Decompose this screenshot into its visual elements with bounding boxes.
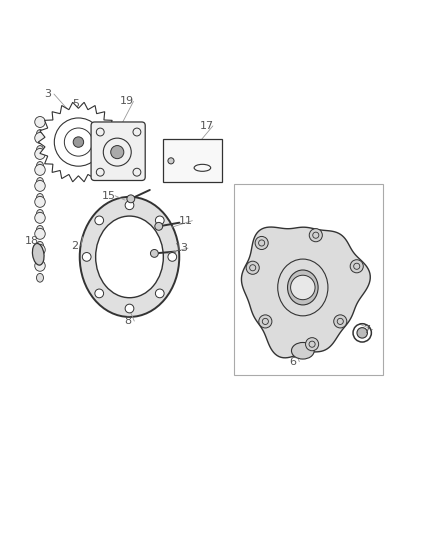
Text: 7: 7 [363, 325, 370, 335]
Ellipse shape [35, 181, 45, 191]
Ellipse shape [35, 165, 45, 175]
Ellipse shape [35, 260, 45, 271]
Text: 6: 6 [290, 357, 297, 367]
Circle shape [155, 222, 162, 230]
Text: 13: 13 [175, 243, 189, 253]
Circle shape [95, 216, 104, 225]
Text: 2: 2 [71, 240, 78, 251]
Circle shape [168, 253, 177, 261]
Text: 9: 9 [199, 153, 206, 163]
Ellipse shape [291, 343, 314, 359]
Circle shape [82, 253, 91, 261]
Text: 5: 5 [72, 99, 79, 109]
Ellipse shape [36, 130, 43, 139]
Text: 3: 3 [44, 89, 51, 99]
Circle shape [246, 261, 259, 274]
Circle shape [290, 275, 315, 300]
Circle shape [168, 158, 174, 164]
Polygon shape [38, 102, 119, 182]
Text: 17: 17 [200, 121, 214, 131]
Circle shape [306, 337, 318, 351]
Circle shape [125, 201, 134, 209]
Text: 15: 15 [102, 191, 116, 201]
Circle shape [155, 289, 164, 298]
Ellipse shape [36, 161, 43, 170]
Ellipse shape [36, 209, 43, 218]
Circle shape [127, 195, 135, 203]
FancyBboxPatch shape [162, 139, 222, 182]
Text: 18: 18 [25, 236, 39, 246]
Ellipse shape [35, 197, 45, 207]
Polygon shape [241, 227, 370, 358]
Circle shape [73, 137, 84, 147]
Ellipse shape [35, 117, 45, 127]
Ellipse shape [35, 133, 45, 143]
Ellipse shape [288, 270, 318, 305]
Polygon shape [234, 184, 383, 375]
Ellipse shape [95, 216, 163, 298]
Text: 19: 19 [120, 96, 134, 107]
Ellipse shape [36, 257, 43, 266]
Ellipse shape [357, 328, 367, 338]
Circle shape [111, 146, 124, 159]
Ellipse shape [32, 244, 44, 265]
FancyBboxPatch shape [91, 122, 145, 181]
Circle shape [150, 249, 158, 257]
Ellipse shape [80, 197, 179, 317]
Circle shape [95, 289, 104, 298]
Circle shape [155, 216, 164, 225]
Ellipse shape [36, 225, 43, 234]
Ellipse shape [36, 146, 43, 155]
Ellipse shape [35, 244, 45, 255]
Ellipse shape [35, 228, 45, 239]
Circle shape [125, 304, 134, 313]
Ellipse shape [36, 241, 43, 250]
Ellipse shape [36, 193, 43, 202]
Ellipse shape [36, 177, 43, 186]
Circle shape [350, 260, 363, 273]
Circle shape [334, 315, 347, 328]
Circle shape [309, 229, 322, 242]
Ellipse shape [35, 149, 45, 159]
Text: 8: 8 [125, 316, 132, 326]
Circle shape [255, 237, 268, 249]
Text: 11: 11 [179, 216, 193, 225]
Circle shape [259, 315, 272, 328]
Ellipse shape [36, 273, 43, 282]
Ellipse shape [35, 213, 45, 223]
